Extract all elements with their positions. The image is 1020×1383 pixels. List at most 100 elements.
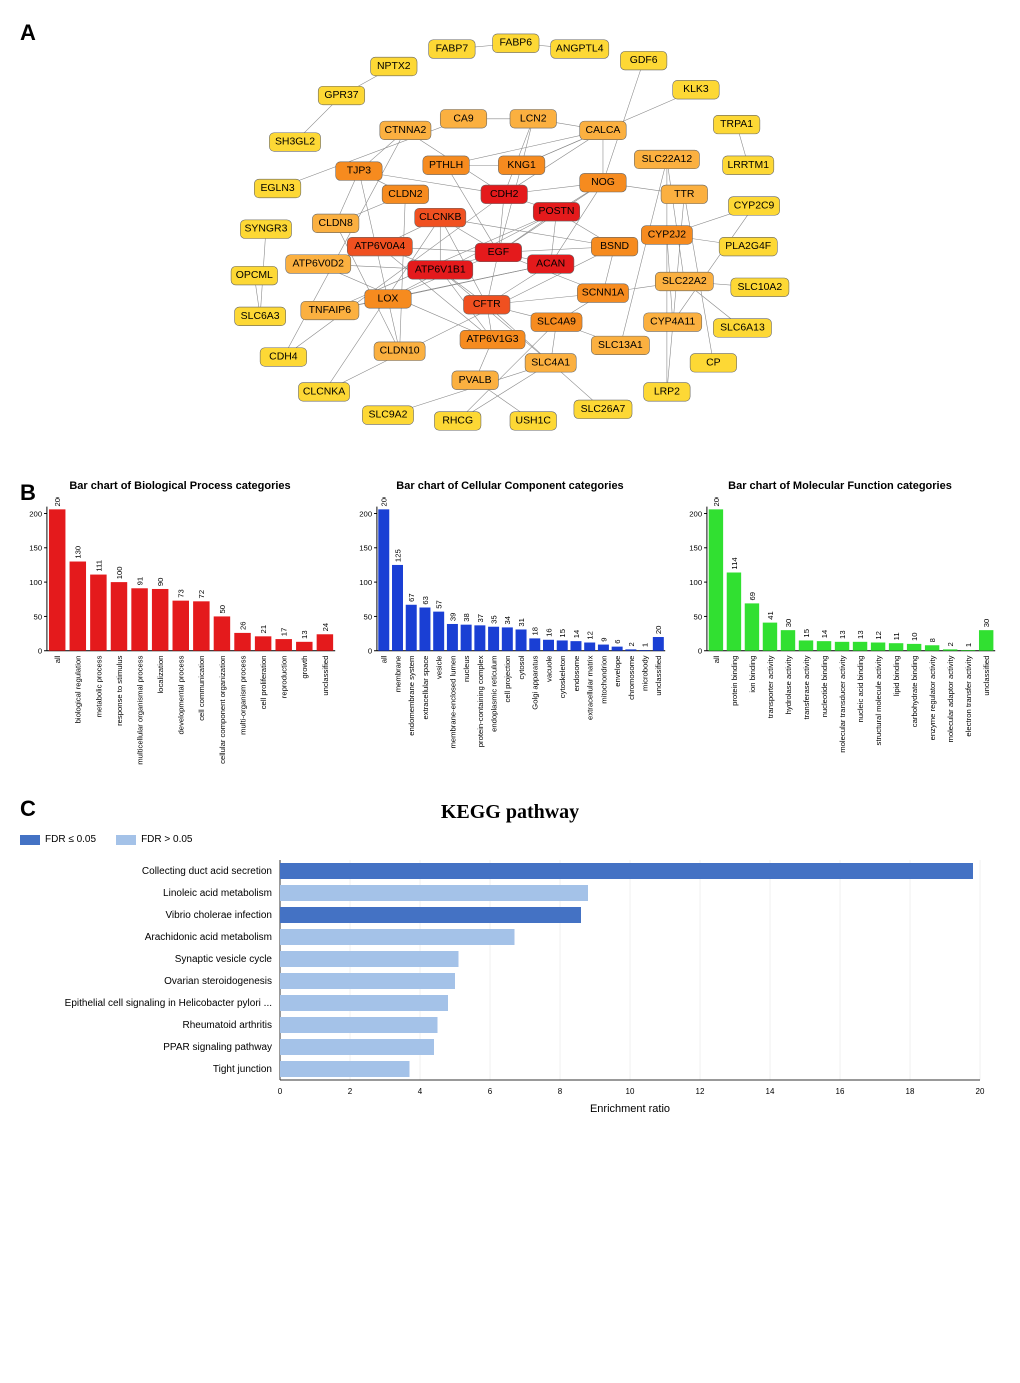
svg-text:10: 10 [626,1087,635,1096]
bar [853,642,867,651]
svg-text:50: 50 [34,612,43,621]
svg-text:21: 21 [259,625,268,634]
svg-text:PLA2G4F: PLA2G4F [725,241,771,252]
svg-text:200: 200 [29,509,42,518]
svg-text:CYP2J2: CYP2J2 [648,230,686,241]
svg-text:developmental process: developmental process [177,655,186,734]
svg-text:electron transfer activity: electron transfer activity [964,655,973,736]
svg-text:200: 200 [359,509,372,518]
svg-text:206: 206 [712,497,721,506]
svg-text:molecular adaptor activity: molecular adaptor activity [946,655,955,742]
node-CFTR: CFTR [464,295,510,314]
svg-text:unclassified: unclassified [654,656,663,696]
node-SLC13A1: SLC13A1 [591,336,649,355]
svg-text:57: 57 [435,600,444,609]
kegg-cat-label: Rheumatoid arthritis [183,1020,272,1031]
svg-text:CYP4A11: CYP4A11 [650,317,695,328]
svg-text:mitochondrion: mitochondrion [599,656,608,704]
kegg-cat-label: Linoleic acid metabolism [163,888,272,899]
svg-text:50: 50 [364,612,373,621]
bar [584,643,595,651]
svg-text:SLC26A7: SLC26A7 [581,404,626,415]
legend-label: FDR > 0.05 [141,834,192,845]
bar [781,630,795,651]
svg-text:30: 30 [982,619,991,628]
svg-text:6: 6 [488,1087,493,1096]
svg-text:9: 9 [599,637,608,641]
bar [639,650,650,651]
kegg-cat-label: Epithelial cell signaling in Helicobacte… [65,998,272,1009]
bar [461,625,472,651]
svg-text:20: 20 [976,1087,985,1096]
bar [727,573,741,651]
svg-text:35: 35 [489,615,498,624]
kegg-title: KEGG pathway [20,801,1000,824]
svg-text:LOX: LOX [378,293,399,304]
svg-text:16: 16 [836,1087,845,1096]
node-BSND: BSND [591,237,637,256]
svg-text:POSTN: POSTN [539,206,575,217]
svg-text:unclassified: unclassified [982,656,991,696]
svg-text:20: 20 [654,626,663,635]
bar [745,603,759,650]
bar [871,643,885,651]
bar [625,649,636,650]
svg-text:30: 30 [784,619,793,628]
barchart-2: Bar chart of Molecular Function categori… [680,480,1000,771]
panel-c-label: C [20,796,36,822]
svg-text:0: 0 [38,647,42,656]
node-CYP2C9: CYP2C9 [728,197,779,216]
node-PVALB: PVALB [452,371,498,390]
bar [543,640,554,651]
svg-text:4: 4 [418,1087,423,1096]
svg-text:0: 0 [278,1087,283,1096]
svg-text:transferase activity: transferase activity [802,655,811,719]
svg-text:114: 114 [730,557,739,570]
svg-text:13: 13 [856,630,865,639]
svg-text:KLK3: KLK3 [683,84,709,95]
svg-text:metabolic process: metabolic process [94,655,103,717]
bar [296,642,312,651]
svg-text:envelope: envelope [613,656,622,687]
svg-text:all: all [712,655,721,663]
svg-text:125: 125 [393,549,402,562]
svg-text:72: 72 [197,590,206,599]
svg-text:endoplasmic reticulum: endoplasmic reticulum [489,656,498,732]
node-GDF6: GDF6 [620,51,666,70]
svg-text:CLCNKB: CLCNKB [419,212,461,223]
svg-text:FABP7: FABP7 [436,44,469,55]
kegg-legend-item: FDR > 0.05 [116,834,192,845]
network-diagram: EGFATP6V1B1CDH2POSTNACANCFTRCLCNKBATP6V0… [160,20,860,450]
svg-text:molecular transducer activity: molecular transducer activity [838,655,847,752]
svg-text:SYNGR3: SYNGR3 [244,224,287,235]
node-RHCG: RHCG [434,412,480,431]
barchart-1: Bar chart of Cellular Component categori… [350,480,670,771]
bar [447,624,458,651]
svg-text:69: 69 [748,592,757,601]
barchart-title: Bar chart of Molecular Function categori… [680,480,1000,492]
node-NOG: NOG [580,173,626,192]
svg-text:LRP2: LRP2 [654,386,680,397]
panel-b: B Bar chart of Biological Process catego… [20,480,1000,771]
svg-text:15: 15 [802,629,811,638]
svg-text:EGF: EGF [488,247,509,258]
svg-text:73: 73 [177,589,186,598]
svg-text:150: 150 [29,544,42,553]
node-CLDN2: CLDN2 [382,185,428,204]
svg-text:2: 2 [946,642,955,646]
svg-text:TTR: TTR [674,189,695,200]
bar [70,562,86,651]
svg-text:TNFAIP6: TNFAIP6 [309,305,352,316]
node-CLDN8: CLDN8 [312,214,358,233]
svg-text:41: 41 [766,611,775,620]
panel-a: A EGFATP6V1B1CDH2POSTNACANCFTRCLCNKBATP6… [20,20,1000,450]
bar [214,616,230,650]
bar [111,582,127,651]
node-TRPA1: TRPA1 [713,115,759,134]
svg-text:CYP2C9: CYP2C9 [734,200,775,211]
svg-text:GPR37: GPR37 [324,90,358,101]
node-KNG1: KNG1 [498,156,544,175]
svg-text:ion binding: ion binding [748,656,757,693]
node-CP: CP [690,354,736,373]
svg-text:SLC9A2: SLC9A2 [369,410,408,421]
